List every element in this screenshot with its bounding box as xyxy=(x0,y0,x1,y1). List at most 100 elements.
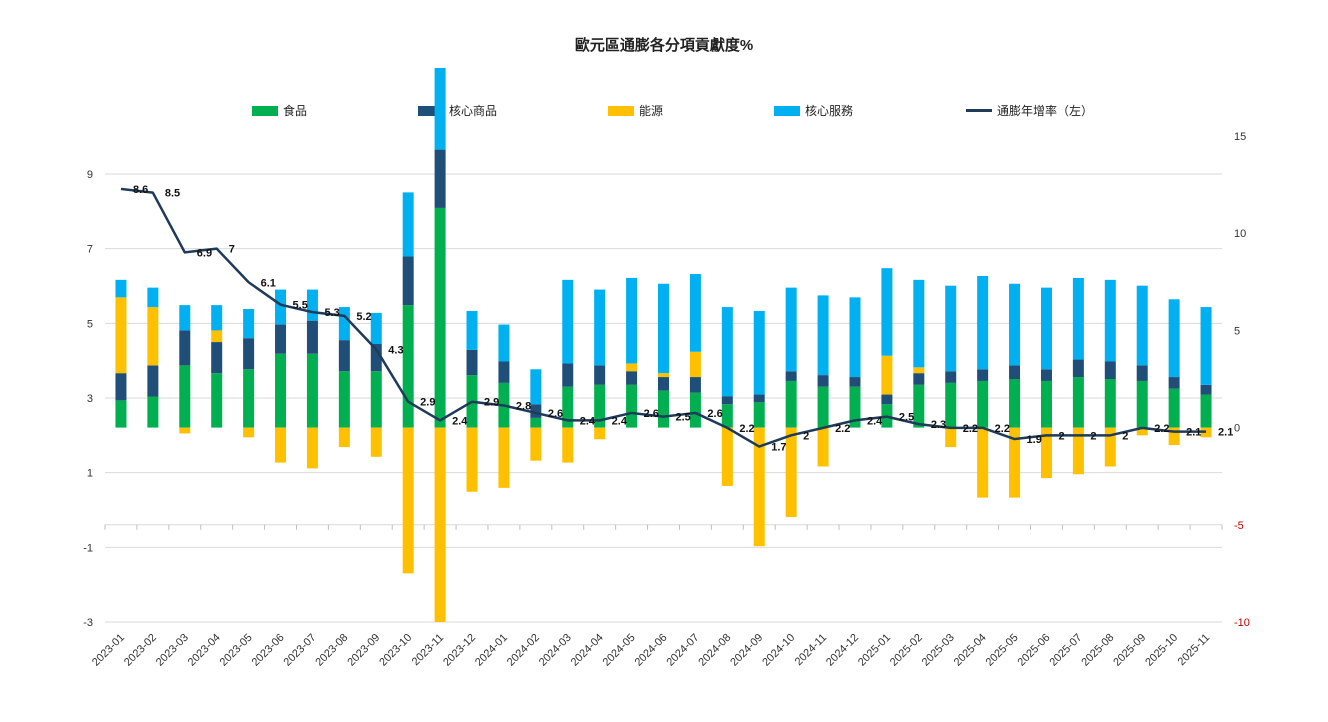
bar-core-goods xyxy=(1040,369,1052,381)
legend-swatch-core-services xyxy=(774,105,800,116)
bar-core-services xyxy=(785,287,797,372)
inflation-data-label: 2 xyxy=(803,430,809,442)
legend-item-inflation: 通膨年增率（左） xyxy=(966,102,1093,119)
bar-core-goods xyxy=(1072,359,1084,378)
x-axis-tick-label: 2023-08 xyxy=(313,632,350,669)
right-axis-tick-label: -10 xyxy=(1234,617,1250,629)
bar-core-services xyxy=(211,305,223,331)
bar-energy xyxy=(275,427,287,463)
bar-core-goods xyxy=(658,377,669,391)
inflation-data-label: 2 xyxy=(1122,430,1128,442)
bar-food xyxy=(115,400,127,428)
inflation-data-label: 1.9 xyxy=(1027,434,1042,446)
bar-core-services xyxy=(147,287,159,308)
bar-core-goods xyxy=(275,324,287,354)
x-axis-tick-label: 2023-04 xyxy=(186,632,223,669)
bar-core-services xyxy=(1040,287,1052,370)
bar-core-goods xyxy=(243,338,255,370)
bar-core-goods xyxy=(466,349,478,376)
bar-core-goods xyxy=(147,365,159,397)
inflation-data-label: 6.9 xyxy=(197,247,212,259)
inflation-data-label: 2.4 xyxy=(867,415,883,427)
x-axis-tick-label: 2023-01 xyxy=(90,632,127,669)
bar-core-services xyxy=(370,312,382,345)
bar-energy xyxy=(179,427,191,434)
legend-item-food: 食品 xyxy=(252,102,307,119)
inflation-data-label: 2.2 xyxy=(835,423,850,435)
inflation-data-label: 2.2 xyxy=(1154,423,1169,435)
bar-core-goods xyxy=(338,340,350,372)
legend-item-energy: 能源 xyxy=(608,102,663,119)
bar-core-goods xyxy=(689,377,701,393)
inflation-line xyxy=(120,187,1207,448)
bar-core-services xyxy=(1200,307,1212,385)
bar-layer xyxy=(115,67,1212,622)
x-axis-tick-label: 2024-10 xyxy=(760,632,797,669)
x-axis-tick-label: 2023-05 xyxy=(218,632,255,669)
bar-core-goods xyxy=(721,396,733,405)
bar-food xyxy=(689,392,701,428)
bar-core-services xyxy=(179,305,191,331)
x-axis-tick-label: 2025-11 xyxy=(1176,632,1212,668)
line-layer xyxy=(120,187,1207,448)
bar-core-services xyxy=(498,324,510,362)
bar-energy xyxy=(594,427,606,440)
bar-core-services xyxy=(530,369,542,405)
bar-energy xyxy=(689,351,701,378)
inflation-data-label: 2.2 xyxy=(739,423,754,435)
chart-title: 歐元區通膨各分項貢獻度% xyxy=(574,37,754,54)
bar-energy xyxy=(945,427,957,448)
bar-core-goods xyxy=(498,361,510,383)
bar-core-goods xyxy=(370,344,382,372)
bar-core-services xyxy=(275,289,287,325)
x-axis-tick-label: 2024-02 xyxy=(505,632,542,669)
x-axis-tick-label: 2025-09 xyxy=(1111,632,1148,669)
legend-item-core-goods: 核心商品 xyxy=(418,102,497,119)
bar-food xyxy=(1104,379,1116,428)
x-axis-tick-label: 2023-03 xyxy=(154,632,191,669)
right-axis-tick-label: 5 xyxy=(1234,325,1240,337)
bar-core-goods xyxy=(626,371,638,385)
inflation-data-label: 8.6 xyxy=(133,184,148,196)
bar-food xyxy=(1009,379,1021,428)
x-axis-tick-label: 2024-09 xyxy=(728,632,765,669)
bar-energy xyxy=(626,363,638,372)
bar-core-goods xyxy=(594,365,606,385)
legend-label-energy: 能源 xyxy=(639,104,664,118)
x-axis-tick-label: 2024-07 xyxy=(665,632,702,669)
left-axis-tick-label: -1 xyxy=(83,542,93,554)
x-axis-tick-label: 2023-12 xyxy=(441,632,478,669)
bar-food xyxy=(1200,394,1212,428)
bar-core-goods xyxy=(434,149,446,208)
bar-energy xyxy=(530,427,542,461)
bar-food xyxy=(147,396,159,428)
bar-core-services xyxy=(338,307,350,341)
bar-core-services xyxy=(434,67,446,150)
x-axis-tick-label: 2023-11 xyxy=(410,632,446,668)
x-axis-tick-label: 2023-09 xyxy=(345,632,382,669)
x-axis-tick-label: 2024-08 xyxy=(696,632,733,669)
x-axis-tick-label: 2024-12 xyxy=(824,632,861,669)
bar-food xyxy=(594,384,606,428)
bar-food xyxy=(370,371,382,428)
bar-core-services xyxy=(1072,277,1084,360)
x-axis-tick-label: 2024-05 xyxy=(601,632,638,669)
legend-swatch-energy xyxy=(608,105,634,116)
bar-core-services xyxy=(1136,285,1148,366)
bar-food xyxy=(530,417,542,428)
bar-energy xyxy=(721,427,733,486)
x-axis-tick-label: 2024-11 xyxy=(793,632,829,668)
bar-food xyxy=(562,386,574,428)
right-axis-tick-label: -5 xyxy=(1234,520,1244,532)
inflation-data-label: 2.6 xyxy=(548,408,563,420)
bar-food xyxy=(179,365,191,428)
bar-core-goods xyxy=(1200,384,1212,395)
bar-core-goods xyxy=(1009,365,1021,379)
bar-core-goods xyxy=(562,363,574,387)
bar-food xyxy=(275,353,287,428)
bar-core-goods xyxy=(1104,361,1116,379)
x-axis-tick-label: 2025-01 xyxy=(856,632,893,669)
bar-core-services xyxy=(1104,279,1116,362)
legend: 食品 核心商品 能源 核心服務 通膨年增率（左） xyxy=(0,102,1328,122)
bar-core-services xyxy=(1009,283,1021,366)
